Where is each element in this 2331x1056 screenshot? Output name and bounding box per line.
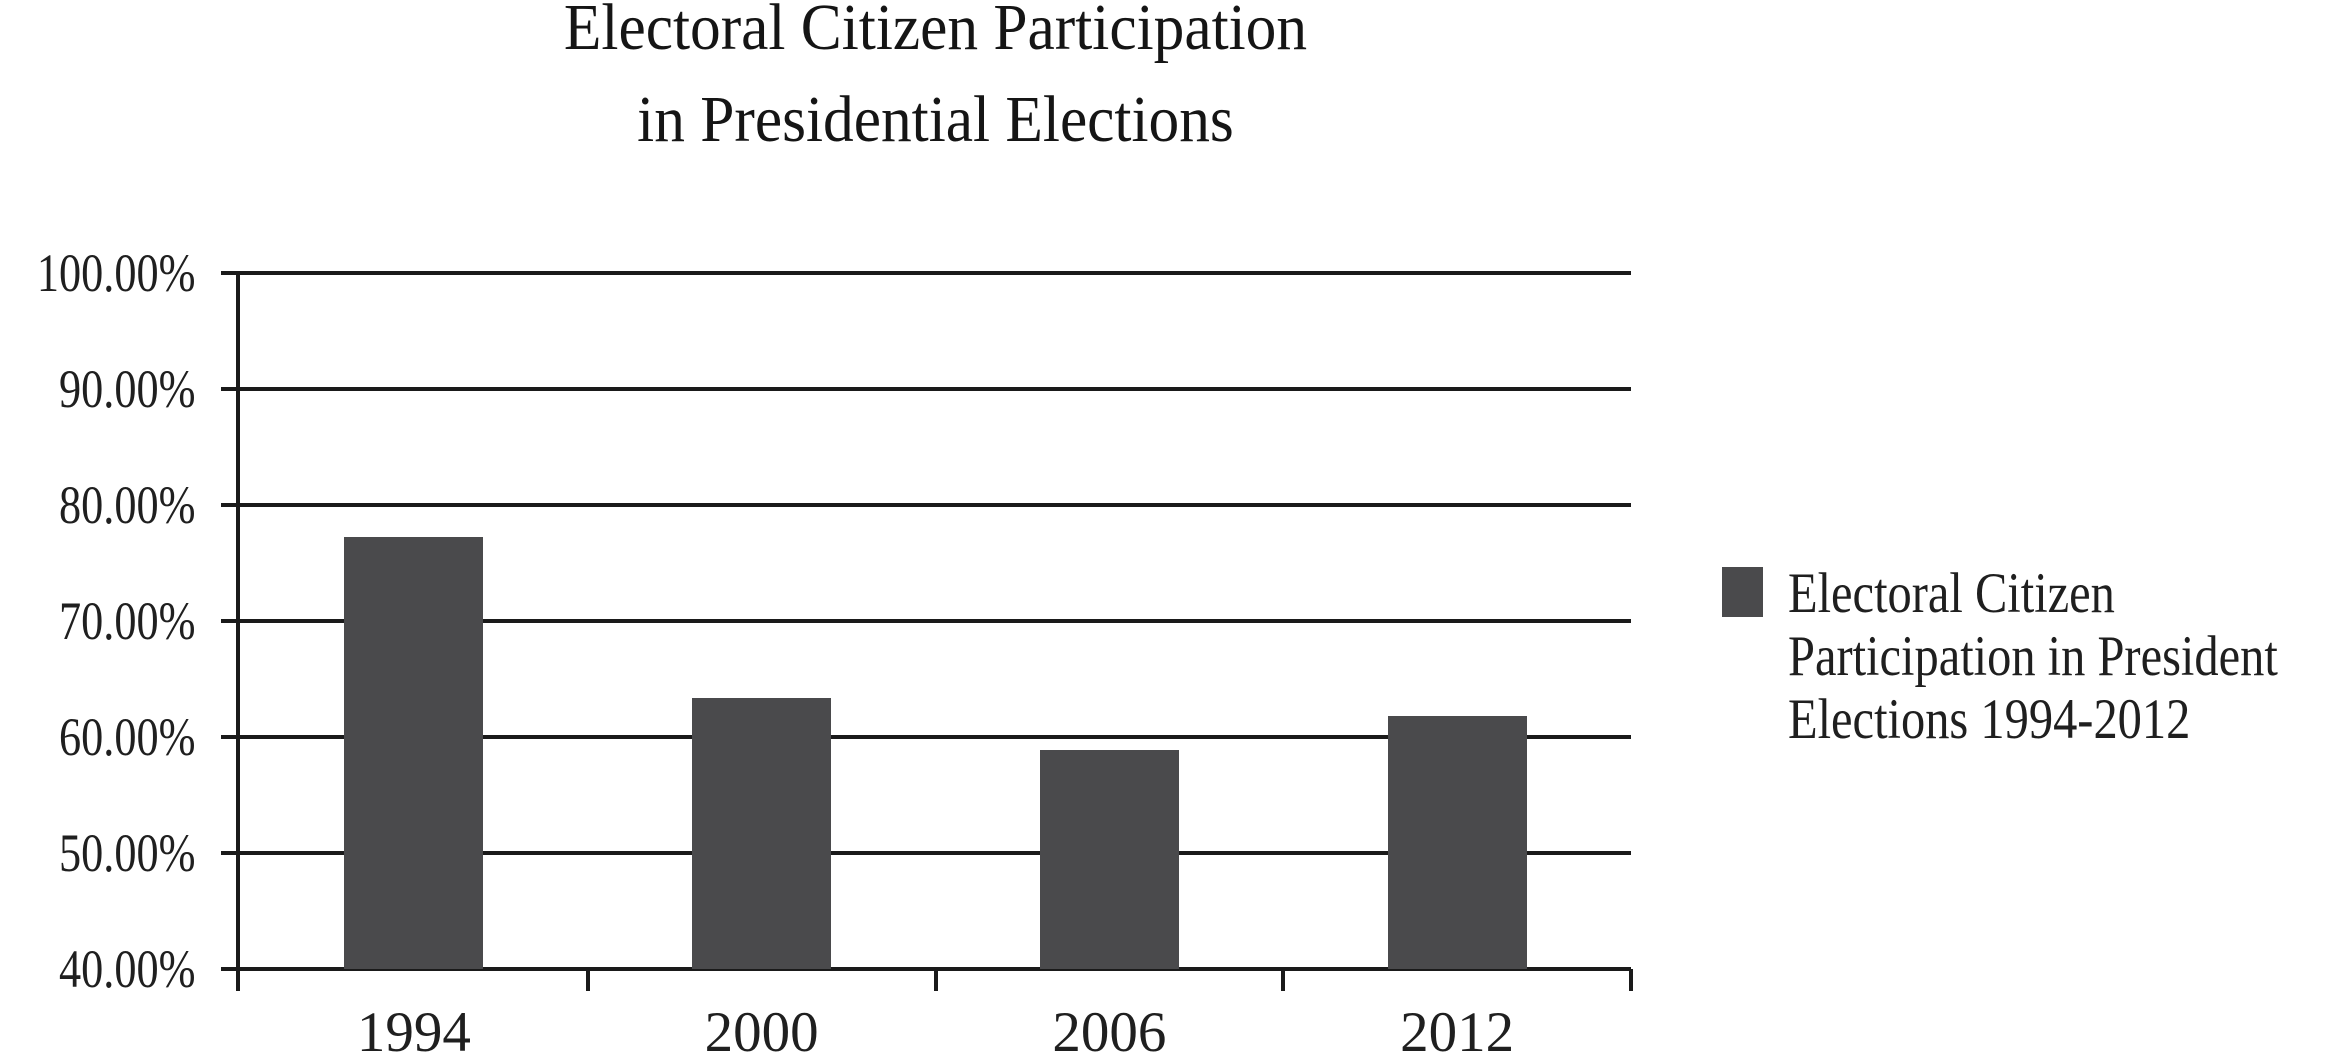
x-tick-label-1994: 1994 <box>356 1001 471 1056</box>
y-tick-label-100: 100.00% <box>36 243 195 303</box>
legend-label-line1: Electoral Citizen <box>1788 562 2115 625</box>
bar-2012 <box>1387 716 1527 969</box>
y-tick-label-90: 90.00% <box>58 359 195 419</box>
bar-1994 <box>344 537 484 969</box>
y-tick-label-40: 40.00% <box>58 939 195 999</box>
y-axis-tick-40 <box>221 967 240 971</box>
gridline-70 <box>240 619 1631 623</box>
gridline-50 <box>240 851 1631 855</box>
legend-label-line2: Participation in President <box>1788 625 2278 688</box>
y-axis-tick-80 <box>221 503 240 507</box>
y-axis-tick-60 <box>221 735 240 739</box>
y-axis-tick-70 <box>221 619 240 623</box>
y-axis-line <box>236 271 240 991</box>
x-tick-label-2012: 2012 <box>1400 1001 1515 1056</box>
y-tick-label-50: 50.00% <box>58 823 195 883</box>
y-tick-label-80: 80.00% <box>58 475 195 535</box>
y-tick-label-70: 70.00% <box>58 591 195 651</box>
y-axis-tick-100 <box>221 271 240 275</box>
x-tick-label-2006: 2006 <box>1052 1001 1167 1056</box>
y-axis-tick-50 <box>221 851 240 855</box>
x-axis-tick-2 <box>933 969 938 991</box>
x-tick-label-2000: 2000 <box>704 1001 819 1056</box>
x-axis-tick-4 <box>1629 969 1633 991</box>
gridline-80 <box>240 503 1631 507</box>
x-axis-tick-3 <box>1281 969 1286 991</box>
bar-2006 <box>1039 749 1179 969</box>
bar-2000 <box>692 697 832 969</box>
chart-title-line2: in Presidential Elections <box>637 83 1234 156</box>
legend-label: Electoral Citizen Participation in Presi… <box>1788 562 2278 751</box>
chart-title-line1: Electoral Citizen Participation <box>563 0 1308 64</box>
y-axis-tick-90 <box>221 387 240 391</box>
gridline-100 <box>240 271 1631 275</box>
legend-label-line3: Elections 1994-2012 <box>1788 688 2191 751</box>
x-axis-tick-1 <box>585 969 590 991</box>
legend-swatch <box>1722 567 1763 617</box>
y-tick-label-60: 60.00% <box>58 707 195 767</box>
gridline-60 <box>240 735 1631 739</box>
chart-title: Electoral Citizen Participation in Presi… <box>289 0 1583 166</box>
gridline-90 <box>240 387 1631 391</box>
